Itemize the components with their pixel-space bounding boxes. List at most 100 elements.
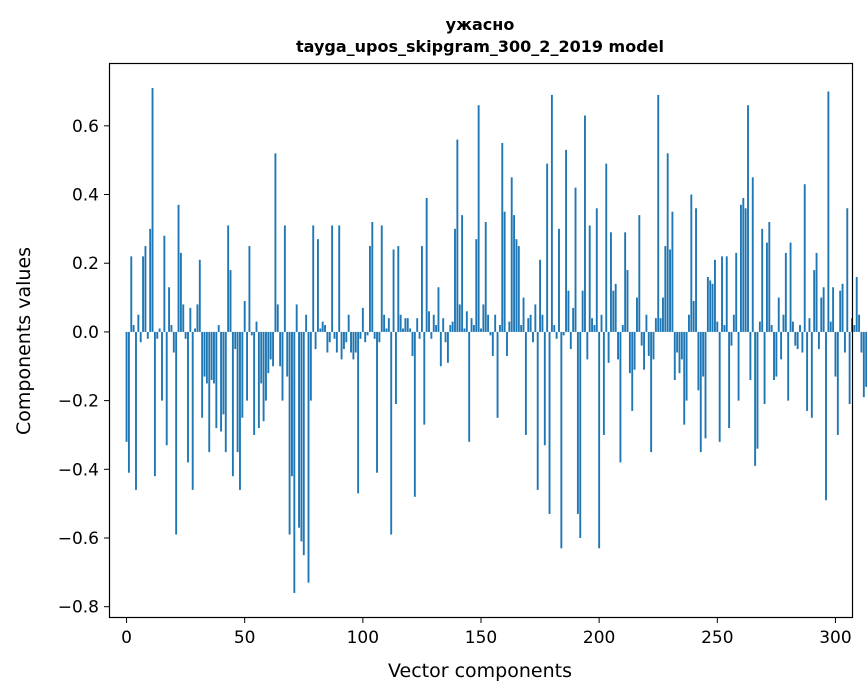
bar [168, 287, 171, 332]
bar [789, 242, 792, 332]
bar [416, 318, 419, 332]
bar [468, 331, 471, 442]
bar [283, 225, 286, 332]
y-axis-label: Components values [13, 247, 35, 435]
bar [182, 304, 185, 332]
bar [385, 328, 388, 332]
bar [678, 331, 681, 374]
bar [317, 239, 319, 332]
bar [529, 314, 532, 332]
bar [787, 331, 790, 401]
bar [843, 331, 846, 353]
bar [841, 283, 844, 332]
bar [279, 331, 282, 367]
bar [272, 331, 274, 367]
bar [151, 88, 154, 332]
bar [562, 331, 565, 336]
bar [567, 290, 570, 332]
bar [298, 331, 300, 528]
bar [239, 331, 241, 490]
bar [728, 331, 731, 429]
bar [520, 325, 523, 332]
bar [494, 314, 497, 332]
bar [754, 331, 757, 466]
bar [860, 331, 863, 353]
bar [534, 304, 537, 332]
bar [260, 331, 263, 384]
bar [737, 331, 740, 401]
bar [475, 239, 478, 332]
y-tick-label: 0.2 [72, 254, 99, 274]
bar [187, 331, 189, 463]
bar [699, 331, 702, 453]
bar [125, 331, 128, 442]
bar [177, 204, 180, 332]
bar [498, 325, 501, 332]
bar [827, 91, 830, 332]
x-tick-label: 300 [819, 628, 851, 648]
bar [267, 331, 270, 374]
bar [758, 321, 761, 332]
bar [848, 331, 851, 405]
y-axis-ticks: −0.8 −0.6 −0.4 −0.2 0.0 0.2 0.4 0.6 [58, 117, 110, 618]
bar [477, 105, 480, 332]
bar [437, 287, 440, 332]
bar [688, 314, 690, 332]
bar [172, 331, 175, 353]
bar [796, 331, 799, 350]
bar [265, 331, 267, 401]
bar [775, 331, 778, 377]
bar [184, 331, 187, 339]
bar [350, 331, 352, 353]
bar [832, 287, 835, 332]
bar [205, 331, 208, 384]
bar [725, 256, 728, 332]
bar [761, 228, 764, 332]
bar [865, 331, 867, 387]
bar [444, 331, 447, 343]
bar [170, 325, 173, 332]
bar [862, 331, 865, 398]
bar [161, 331, 163, 401]
bar [142, 256, 145, 332]
bar [770, 325, 773, 332]
bar [546, 163, 549, 332]
bar [149, 228, 152, 332]
bar [163, 235, 166, 332]
bar [253, 331, 256, 435]
bar [243, 301, 246, 332]
bar [610, 232, 612, 332]
bar [194, 328, 197, 332]
bar [730, 331, 733, 346]
bar [593, 325, 596, 332]
bar [324, 325, 326, 332]
bar [784, 252, 787, 332]
x-axis-ticks: 0 50 100 150 200 250 300 [121, 617, 852, 648]
bar [451, 321, 454, 332]
bar [666, 153, 669, 332]
bar [210, 331, 213, 380]
y-tick-label: 0.0 [72, 323, 99, 343]
bar [274, 153, 277, 332]
bar [647, 331, 650, 356]
bar [347, 314, 350, 332]
bar [302, 331, 305, 556]
bar [508, 321, 511, 332]
bar [555, 331, 558, 339]
bar [132, 325, 135, 332]
bar [572, 307, 575, 332]
bar [799, 325, 801, 332]
bar [744, 208, 747, 332]
bar [413, 331, 416, 497]
bar [229, 270, 232, 332]
bar [203, 331, 206, 377]
bar [144, 246, 147, 332]
bar [217, 325, 220, 332]
bar [739, 204, 742, 332]
bar [465, 311, 468, 332]
bar [319, 328, 322, 332]
bar [662, 297, 664, 332]
bar [676, 331, 679, 353]
y-tick-label: −0.8 [58, 598, 99, 618]
